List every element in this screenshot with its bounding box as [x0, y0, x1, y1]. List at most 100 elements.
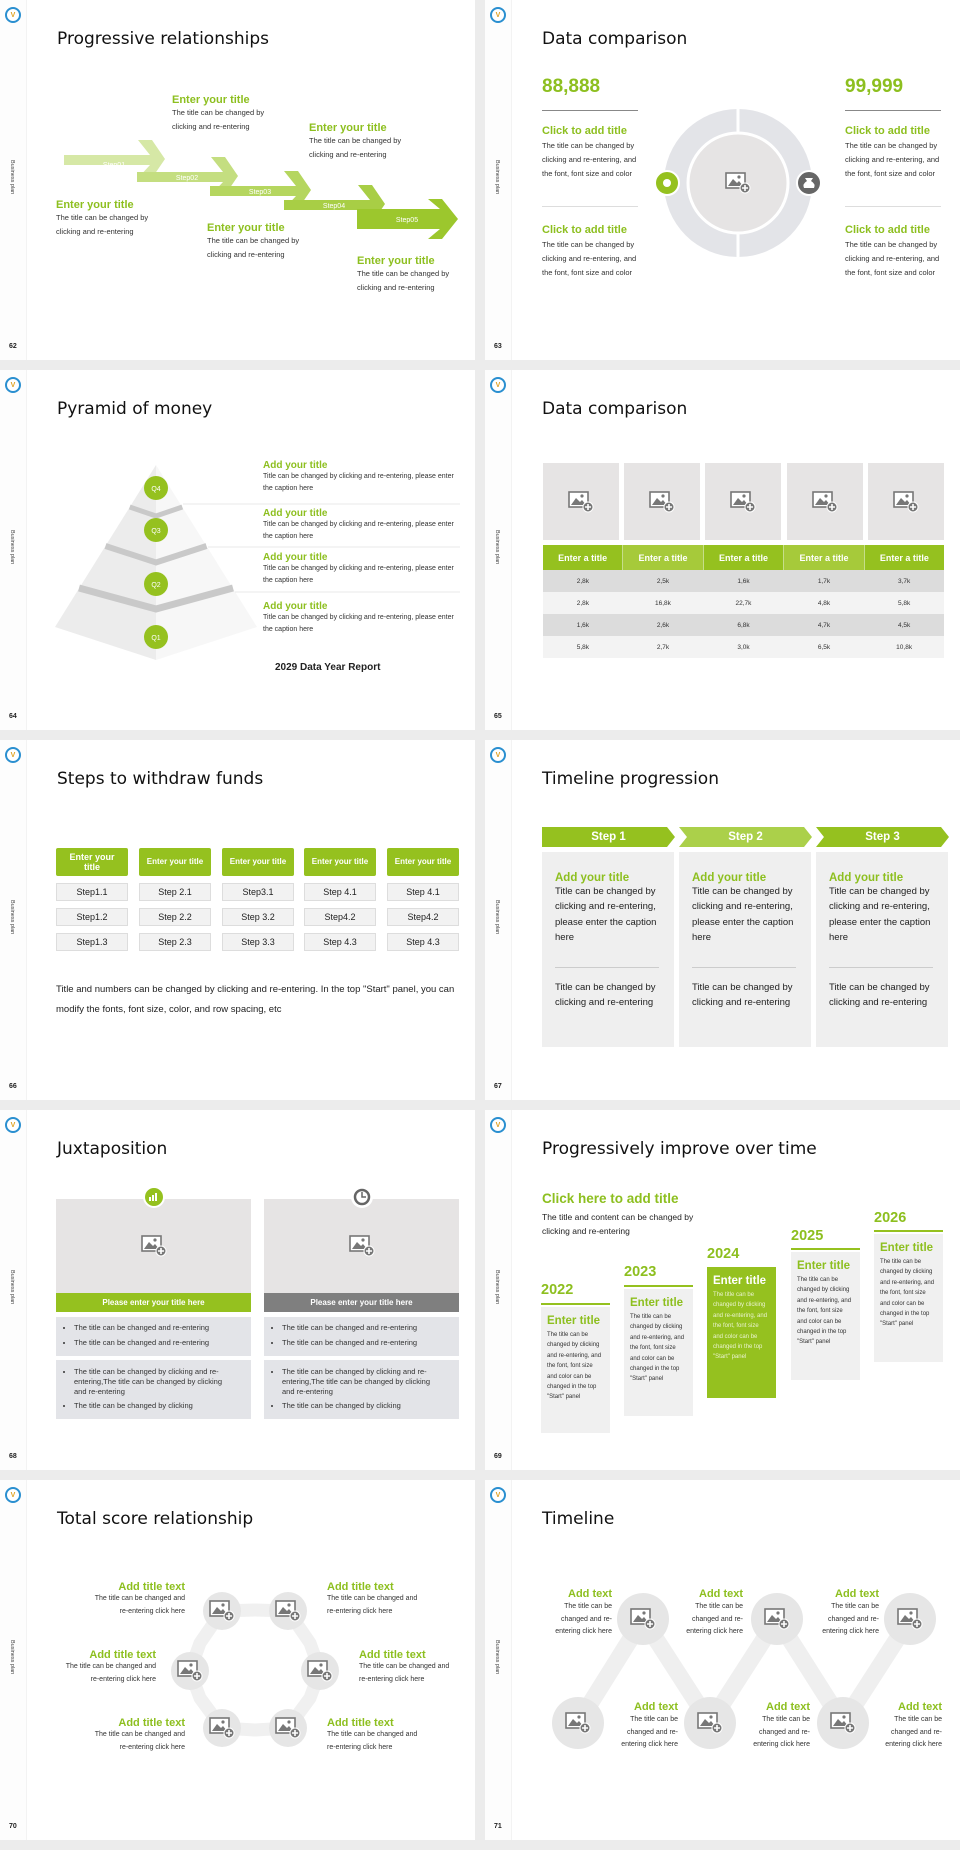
image-placeholder-icon[interactable]: [203, 1592, 241, 1630]
step-label: Step04: [323, 203, 345, 210]
step-box[interactable]: Step4.2: [387, 908, 459, 926]
step-box[interactable]: Step 3.2: [222, 908, 294, 926]
column-header[interactable]: Enter your title: [387, 848, 459, 876]
step-box[interactable]: Step4.2: [304, 908, 376, 926]
panel-title-bar[interactable]: Please enter your title here: [56, 1293, 251, 1312]
image-placeholder-icon[interactable]: [269, 1709, 307, 1747]
text-block[interactable]: Add your title Title can be changed by cl…: [263, 460, 463, 494]
text-block[interactable]: Add text The title can be changed and re-…: [740, 1701, 810, 1752]
slide-68[interactable]: V Business plan 68 Juxtaposition Please …: [0, 1110, 475, 1470]
step-box[interactable]: Step1.1: [56, 883, 128, 901]
card-body: The title can be changed by clicking and…: [713, 1292, 768, 1361]
image-placeholder-icon[interactable]: [751, 1593, 803, 1645]
image-placeholder-icon[interactable]: [684, 1697, 736, 1749]
text-block[interactable]: Add text The title can be changed and re-…: [608, 1701, 678, 1752]
text-block[interactable]: Add text The title can be changed and re-…: [872, 1701, 942, 1752]
text-block[interactable]: Add text The title can be changed and re-…: [673, 1588, 743, 1639]
step-box[interactable]: Step 4.3: [304, 933, 376, 951]
column-header[interactable]: Enter your title: [304, 848, 376, 876]
step-box[interactable]: Step1.3: [56, 933, 128, 951]
text-block[interactable]: Add title text The title can be changed a…: [56, 1649, 156, 1686]
step-box[interactable]: Step 2.3: [139, 933, 211, 951]
step-arrow[interactable]: Step 1: [542, 827, 675, 847]
text-block[interactable]: Add text The title can be changed and re-…: [542, 1588, 612, 1639]
year-card[interactable]: Enter title The title can be changed by …: [874, 1234, 943, 1362]
text-block[interactable]: Click to add title The title can be chang…: [845, 224, 950, 280]
text-block[interactable]: Click to add title The title can be chang…: [845, 125, 950, 181]
panel-title-bar[interactable]: Please enter your title here: [264, 1293, 459, 1312]
text-block[interactable]: Add title text The title can be changed a…: [327, 1581, 427, 1618]
step-box[interactable]: Step1.2: [56, 908, 128, 926]
image-placeholder-icon[interactable]: [269, 1592, 307, 1630]
slide-title: Timeline progression: [542, 769, 719, 789]
text-block[interactable]: Enter your title The title can be changed…: [309, 122, 419, 162]
step-box[interactable]: Step 4.3: [387, 933, 459, 951]
year-card[interactable]: Enter title The title can be changed by …: [541, 1307, 610, 1433]
text-block[interactable]: Add your title Title can be changed by cl…: [263, 508, 463, 542]
image-add-glyph: [275, 1717, 301, 1739]
slide-71[interactable]: V Business plan 71 Timeline Add text The …: [485, 1480, 960, 1840]
year-card[interactable]: Enter title The title can be changed by …: [624, 1289, 693, 1416]
step-arrow[interactable]: Step 3: [816, 827, 949, 847]
step-panel[interactable]: Add your title Title can be changed by c…: [679, 852, 811, 1047]
image-placeholder-icon[interactable]: [552, 1697, 604, 1749]
text-block[interactable]: Enter your title The title can be changed…: [357, 255, 467, 295]
image-placeholder-icon[interactable]: [787, 463, 863, 540]
column-header[interactable]: Enter your title: [56, 848, 128, 876]
image-placeholder-icon[interactable]: [171, 1652, 209, 1690]
text-block[interactable]: Enter your title The title can be changed…: [207, 222, 317, 262]
column-header[interactable]: Enter your title: [222, 848, 294, 876]
step-box[interactable]: Step 4.1: [387, 883, 459, 901]
step-box[interactable]: Step 2.1: [139, 883, 211, 901]
slide-63[interactable]: V Business plan 63 Data comparison 88,88…: [485, 0, 960, 360]
text-block[interactable]: Click to add title The title can be chang…: [542, 224, 647, 280]
text-block[interactable]: Click to add title The title can be chang…: [542, 125, 647, 181]
image-placeholder-icon[interactable]: [884, 1593, 936, 1645]
step-arrow[interactable]: Step 2: [679, 827, 812, 847]
image-placeholder-icon[interactable]: [203, 1709, 241, 1747]
step-panel[interactable]: Add your title Title can be changed by c…: [542, 852, 674, 1047]
image-placeholder-icon[interactable]: [817, 1697, 869, 1749]
image-placeholder-icon[interactable]: [264, 1199, 459, 1293]
step-arrow-3: [210, 171, 311, 209]
text-block[interactable]: Add title text The title can be changed a…: [327, 1717, 427, 1754]
text-block[interactable]: Add title text The title can be changed a…: [85, 1581, 185, 1618]
image-placeholder-icon[interactable]: [624, 463, 700, 540]
step-box[interactable]: Step3.1: [222, 883, 294, 901]
step-box[interactable]: Step 4.1: [304, 883, 376, 901]
image-placeholder-icon[interactable]: [723, 170, 753, 196]
slide-69[interactable]: V Business plan 69 Progressively improve…: [485, 1110, 960, 1470]
text-block[interactable]: Enter your title The title can be changed…: [56, 199, 166, 239]
image-placeholder-icon[interactable]: [301, 1652, 339, 1690]
step-arrow-4: [284, 185, 385, 223]
image-placeholder-icon[interactable]: [617, 1593, 669, 1645]
year-card[interactable]: Enter title The title can be changed by …: [791, 1252, 860, 1380]
block-body: The title can be changed and re-entering…: [621, 1716, 678, 1748]
text-block[interactable]: Add title text The title can be changed a…: [85, 1717, 185, 1754]
text-block[interactable]: Add text The title can be changed and re-…: [809, 1588, 879, 1639]
image-placeholder-icon[interactable]: [56, 1199, 251, 1293]
text-block[interactable]: Add title text The title can be changed a…: [359, 1649, 459, 1686]
text-block[interactable]: Add your title Title can be changed by cl…: [263, 601, 463, 635]
block-title: Enter your title: [172, 94, 250, 106]
text-block[interactable]: Enter your title The title can be changed…: [172, 94, 282, 134]
year-card[interactable]: Enter title The title can be changed by …: [707, 1267, 776, 1398]
slide-64[interactable]: V Business plan 64 Pyramid of money Q4 Q…: [0, 370, 475, 730]
step-box[interactable]: Step 2.2: [139, 908, 211, 926]
slide-70[interactable]: V Business plan 70 Total score relations…: [0, 1480, 475, 1840]
step-label: Step01: [103, 162, 125, 169]
column-header[interactable]: Enter your title: [139, 848, 211, 876]
text-block[interactable]: Add your title Title can be changed by cl…: [263, 552, 463, 586]
slide-65[interactable]: V Business plan 65 Data comparison Enter…: [485, 370, 960, 730]
column-header: Enter a title: [783, 545, 865, 570]
step-box[interactable]: Step 3.3: [222, 933, 294, 951]
slide-66[interactable]: V Business plan 66 Steps to withdraw fun…: [0, 740, 475, 1100]
image-placeholder-icon[interactable]: [868, 463, 944, 540]
image-placeholder-icon[interactable]: [543, 463, 619, 540]
divider: [829, 967, 933, 969]
image-placeholder-icon[interactable]: [705, 463, 781, 540]
slide-62[interactable]: V Business plan 62 Progressive relations…: [0, 0, 475, 360]
slide-67[interactable]: V Business plan 67 Timeline progression …: [485, 740, 960, 1100]
step-panel[interactable]: Add your title Title can be changed by c…: [816, 852, 948, 1047]
block-body: The title can be changed and re-entering…: [822, 1603, 879, 1635]
